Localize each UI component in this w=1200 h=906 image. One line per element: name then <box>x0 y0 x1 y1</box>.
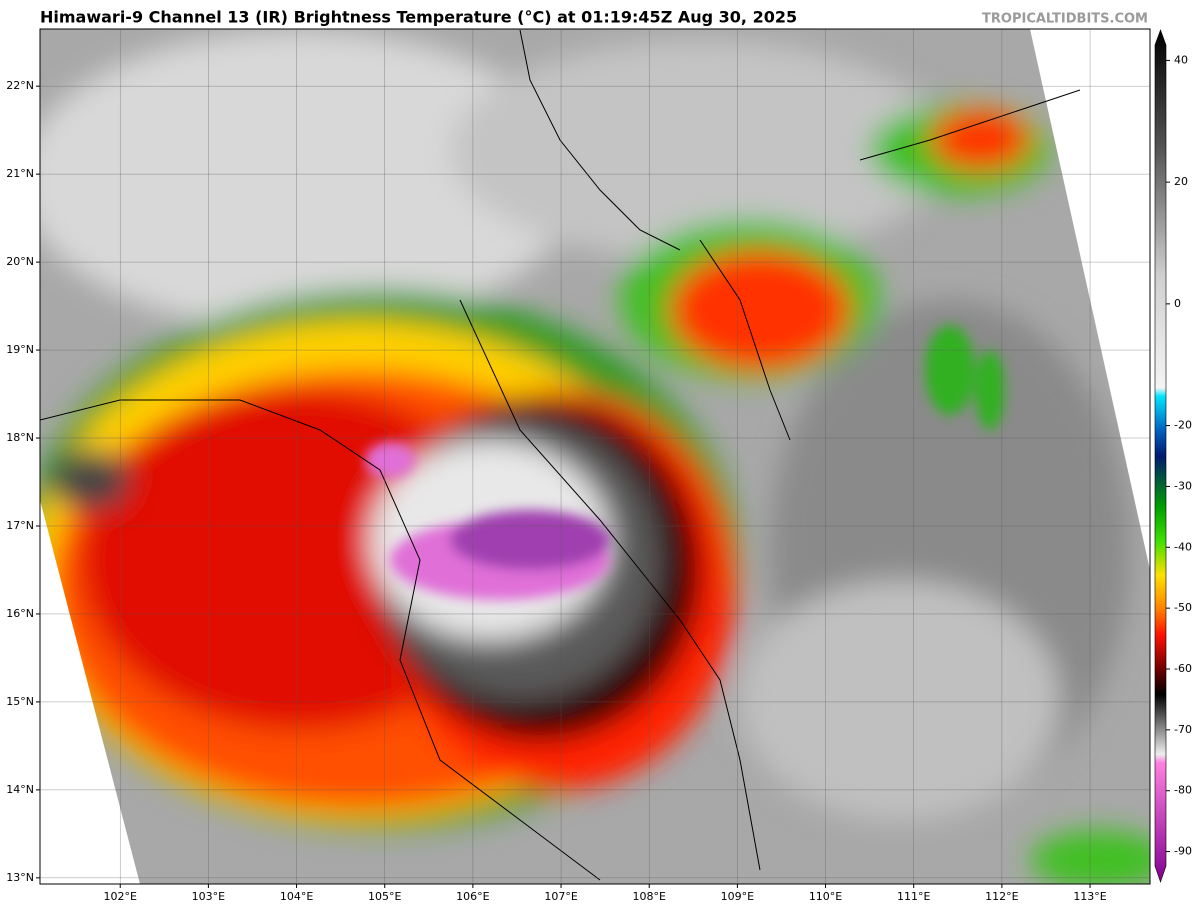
lon-label: 102°E <box>104 890 137 903</box>
colorbar-label: -60 <box>1174 662 1192 675</box>
colorbar-label: -50 <box>1174 601 1192 614</box>
lon-label: 113°E <box>1073 890 1106 903</box>
colorbar-label: 40 <box>1174 53 1188 66</box>
graticule <box>40 29 1150 884</box>
colorbar-label: -40 <box>1174 540 1192 553</box>
lat-label: 22°N <box>6 79 34 92</box>
colorbar <box>1154 29 1167 883</box>
colorbar-label: 0 <box>1174 297 1181 310</box>
lat-label: 18°N <box>6 431 34 444</box>
satellite-image <box>40 29 1150 884</box>
credit: TROPICALTIDBITS.COM <box>982 12 1148 27</box>
lat-label: 20°N <box>6 255 34 268</box>
lat-label: 17°N <box>6 519 34 532</box>
lat-label: 19°N <box>6 343 34 356</box>
lon-label: 103°E <box>192 890 225 903</box>
lat-label: 13°N <box>6 871 34 884</box>
colorbar-label: -90 <box>1174 845 1192 858</box>
colorbar-label: -30 <box>1174 479 1192 492</box>
lon-label: 110°E <box>809 890 842 903</box>
lon-label: 104°E <box>280 890 313 903</box>
colorbar-label: -80 <box>1174 784 1192 797</box>
colorbar-label: -20 <box>1174 419 1192 432</box>
lon-label: 108°E <box>632 890 665 903</box>
lat-label: 14°N <box>6 783 34 796</box>
lon-label: 105°E <box>368 890 401 903</box>
map-frame <box>39 28 1151 885</box>
lon-label: 107°E <box>544 890 577 903</box>
lon-label: 112°E <box>985 890 1018 903</box>
lon-label: 111°E <box>897 890 930 903</box>
lat-label: 21°N <box>6 167 34 180</box>
colorbar-label: -70 <box>1174 723 1192 736</box>
lon-label: 106°E <box>456 890 489 903</box>
colorbar-label: 20 <box>1174 175 1188 188</box>
lon-label: 109°E <box>721 890 754 903</box>
title: Himawari-9 Channel 13 (IR) Brightness Te… <box>40 8 797 27</box>
lat-label: 15°N <box>6 695 34 708</box>
lat-label: 16°N <box>6 607 34 620</box>
